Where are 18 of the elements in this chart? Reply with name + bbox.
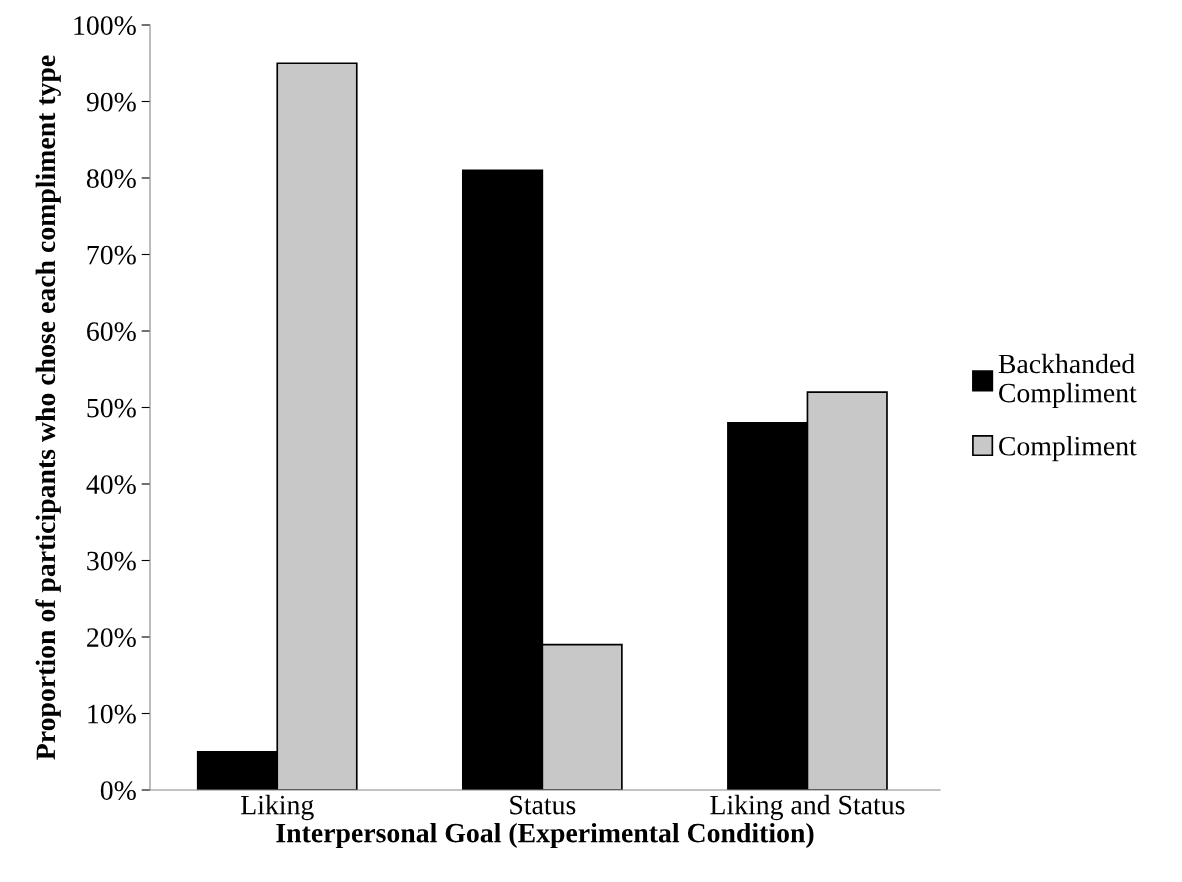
legend-label: Compliment — [999, 436, 1137, 462]
legend-label: Backhanded Compliment — [998, 353, 1137, 409]
y-axis-title: Proportion of participants who chose each compliment type — [35, 55, 61, 760]
y-tick-label: 0% — [100, 781, 136, 800]
y-tick-label: 20% — [87, 628, 136, 647]
x-tick-label: Status — [510, 795, 576, 815]
y-tick-label: 10% — [88, 704, 136, 724]
x-tick-label: Liking — [241, 794, 314, 821]
y-tick-label: 80% — [86, 169, 136, 188]
y-tick-label: 90% — [86, 92, 136, 112]
x-axis-title: Interpersonal Goal (Experimental Condition) — [276, 822, 814, 849]
y-tick-label: 60% — [87, 322, 136, 341]
y-tick-label: 100% — [74, 16, 136, 35]
x-tick-label: Liking and Status — [710, 794, 905, 821]
y-tick-label: 70% — [87, 245, 136, 265]
y-tick-label: 40% — [86, 475, 136, 494]
y-tick-label: 50% — [87, 398, 136, 418]
y-tick-label: 30% — [87, 551, 136, 571]
